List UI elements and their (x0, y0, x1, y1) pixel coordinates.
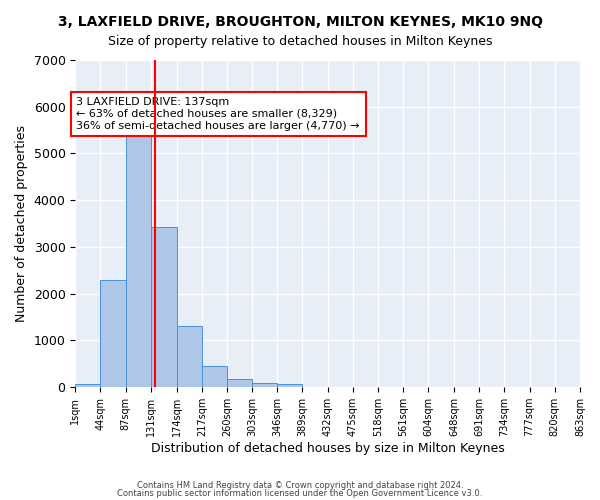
Text: 3, LAXFIELD DRIVE, BROUGHTON, MILTON KEYNES, MK10 9NQ: 3, LAXFIELD DRIVE, BROUGHTON, MILTON KEY… (58, 15, 542, 29)
Bar (202, 366, 227, 387)
Bar (75, 384, 100, 387)
Bar (125, 132, 151, 387)
Bar (100, 280, 125, 387)
Text: 3 LAXFIELD DRIVE: 137sqm
← 63% of detached houses are smaller (8,329)
36% of sem: 3 LAXFIELD DRIVE: 137sqm ← 63% of detach… (76, 98, 360, 130)
Text: Contains HM Land Registry data © Crown copyright and database right 2024.: Contains HM Land Registry data © Crown c… (137, 481, 463, 490)
Text: Contains public sector information licensed under the Open Government Licence v3: Contains public sector information licen… (118, 488, 482, 498)
X-axis label: Distribution of detached houses by size in Milton Keynes: Distribution of detached houses by size … (151, 442, 505, 455)
Bar (277, 384, 302, 387)
Bar (151, 228, 176, 387)
Text: Size of property relative to detached houses in Milton Keynes: Size of property relative to detached ho… (108, 35, 492, 48)
Bar (176, 326, 202, 387)
Y-axis label: Number of detached properties: Number of detached properties (15, 125, 28, 322)
Bar (252, 384, 277, 387)
Bar (227, 380, 252, 387)
